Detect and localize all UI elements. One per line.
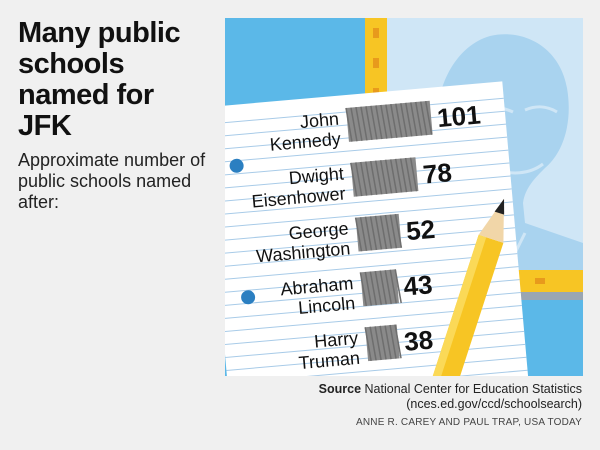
bar-scribble xyxy=(359,272,368,307)
bar-scribble xyxy=(369,326,377,361)
bar-scribble xyxy=(345,107,353,142)
bar-scribble xyxy=(394,269,402,304)
category-label: Harry xyxy=(313,328,359,352)
bar-scribble xyxy=(379,215,388,250)
category-label: Dwight xyxy=(288,164,345,189)
paper-rule-line xyxy=(225,136,508,164)
bar-scribble xyxy=(384,325,392,360)
bar-scribble xyxy=(354,217,363,252)
bar-scribble xyxy=(379,270,387,305)
bar-scribble xyxy=(395,103,403,138)
bar-scribble xyxy=(409,157,418,192)
bar-scribble xyxy=(379,160,388,194)
bar-scribble xyxy=(355,107,363,141)
bar-scribble xyxy=(389,159,398,194)
paper-rule-line xyxy=(227,356,527,376)
chart-illustration: JohnKennedy101DwightEisenhower78GeorgeWa… xyxy=(225,18,583,376)
bar-scribble xyxy=(355,162,363,197)
bar-scribble xyxy=(389,269,397,304)
bar-scribble xyxy=(369,216,378,251)
bar-scribble xyxy=(384,270,392,304)
paper-rule-line xyxy=(228,369,528,376)
value-label: 38 xyxy=(403,324,434,356)
chart-subtitle: Approximate number of public schools nam… xyxy=(18,150,206,212)
bar-scribble xyxy=(360,161,368,196)
category-label: Lincoln xyxy=(297,293,356,318)
paper-rule-line xyxy=(225,240,517,268)
page-title: Many public schools named for JFK xyxy=(18,17,181,142)
bar-scribble xyxy=(350,162,358,197)
binder-hole-bottom xyxy=(241,290,256,305)
value-label: 101 xyxy=(436,99,482,133)
bar-scribble xyxy=(375,105,383,140)
bar-scribble xyxy=(374,215,383,250)
bar-scribble xyxy=(370,105,378,140)
bar-scribble xyxy=(400,103,408,137)
bar-scribble xyxy=(384,159,393,194)
bar-scribble xyxy=(404,157,413,192)
bar-scribble xyxy=(414,101,423,136)
paper-rule-line xyxy=(225,253,518,281)
bar-scribble xyxy=(410,102,418,137)
bar-scribble xyxy=(380,104,388,139)
credit-line: ANNE R. CAREY AND PAUL TRAP, USA TODAY xyxy=(355,417,582,428)
bar-scribble xyxy=(394,324,402,359)
bar-scribble xyxy=(405,102,413,137)
bar-scribble xyxy=(419,101,428,136)
value-label: 78 xyxy=(422,157,453,189)
bar-scribble xyxy=(379,325,387,360)
bar-scribble xyxy=(364,161,373,196)
bar-scribble xyxy=(394,158,403,193)
bar-scribble xyxy=(374,326,382,361)
bar-scribble xyxy=(369,271,378,306)
bar-scribble xyxy=(394,214,403,248)
bar-scribble xyxy=(365,106,373,141)
paper-rule-line xyxy=(225,188,512,216)
source-text: National Center for Education Statistics xyxy=(364,382,582,396)
bar-scribble xyxy=(384,214,393,249)
bar-scribble xyxy=(369,160,378,195)
bar-scribble xyxy=(399,158,408,193)
pencil-icon xyxy=(423,198,505,376)
bar-scribble xyxy=(385,104,393,139)
value-label: 52 xyxy=(405,214,436,246)
bar-scribble xyxy=(374,160,383,195)
category-label: John xyxy=(299,109,340,132)
bar-scribble xyxy=(360,106,368,141)
bar-scribble xyxy=(359,217,368,251)
source-note: Source National Center for Education Sta… xyxy=(222,382,582,412)
bar-scribble xyxy=(389,214,398,249)
bar-scribble xyxy=(364,327,372,361)
bar-scribble xyxy=(364,216,373,251)
bar-scribble xyxy=(364,271,373,306)
source-url: (nces.ed.gov/ccd/schoolsearch) xyxy=(406,397,582,411)
value-label: 43 xyxy=(402,269,433,301)
source-label: Source xyxy=(318,382,362,396)
bar-scribble xyxy=(390,103,398,138)
paper-rule-line xyxy=(225,201,513,229)
bar-scribble xyxy=(350,107,358,142)
bar-scribble xyxy=(374,270,383,305)
bar-scribble xyxy=(424,100,433,135)
binder-hole-top xyxy=(229,158,244,173)
notebook-paper: JohnKennedy101DwightEisenhower78GeorgeWa… xyxy=(225,81,529,376)
bar-scribble xyxy=(389,324,397,359)
